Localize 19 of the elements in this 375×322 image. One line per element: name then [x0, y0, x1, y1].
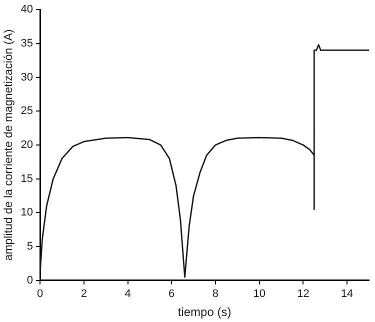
- x-tick-label: 2: [80, 288, 87, 300]
- y-tick-label: 20: [20, 139, 34, 152]
- y-tick-label: 10: [20, 206, 34, 219]
- y-axis-title: amplitud de la corriente de magnetización (A): [3, 29, 16, 261]
- x-tick-label: 14: [340, 288, 354, 300]
- y-tick-label: 0: [26, 274, 34, 286]
- x-tick-label: 10: [253, 288, 266, 300]
- y-tick-label: 35: [20, 37, 34, 50]
- x-tick-label: 4: [124, 288, 131, 300]
- y-tick-label: 25: [20, 105, 34, 118]
- x-axis-title: tiempo (s): [178, 305, 232, 320]
- x-tick-label: 0: [36, 288, 44, 300]
- y-tick-label: 30: [20, 71, 34, 84]
- y-tick-label: 15: [20, 172, 34, 185]
- y-tick-label: 40: [20, 4, 34, 16]
- y-tick-label: 5: [26, 240, 34, 253]
- x-tick-label: 8: [212, 288, 219, 300]
- x-tick-label: 12: [297, 288, 310, 300]
- x-tick-label: 6: [168, 288, 175, 300]
